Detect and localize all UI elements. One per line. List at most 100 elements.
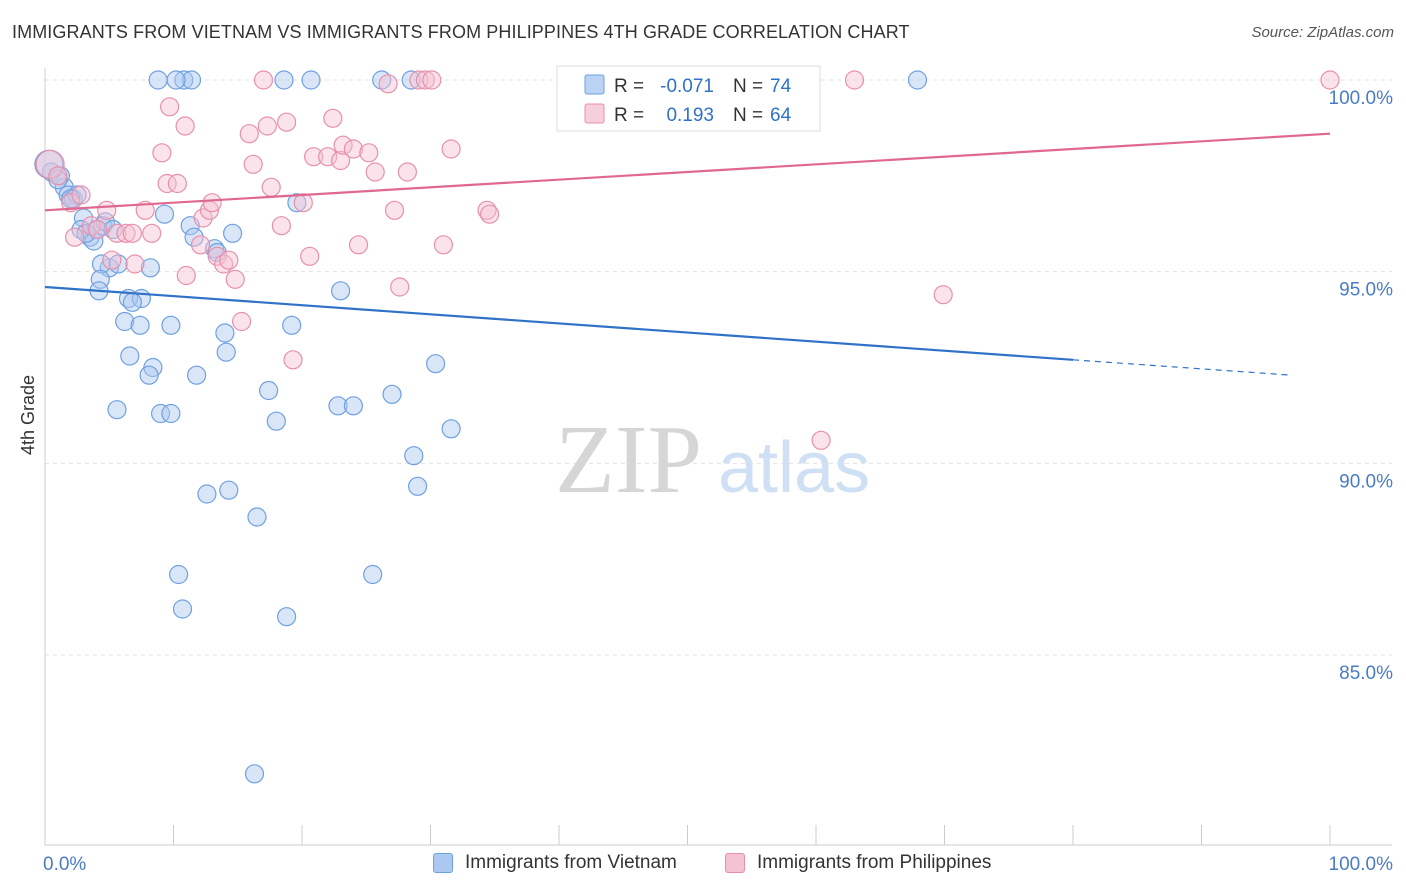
data-point-vietnam bbox=[84, 231, 104, 251]
watermark: ZIP atlas bbox=[555, 406, 870, 514]
data-point-philippines bbox=[378, 74, 398, 94]
stats-legend: R = -0.071 N = 74 R = 0.193 N = 64 bbox=[556, 65, 821, 132]
data-point-vietnam bbox=[148, 70, 168, 90]
data-point-philippines bbox=[135, 200, 155, 220]
data-point-philippines bbox=[844, 70, 865, 90]
data-point-philippines bbox=[1320, 70, 1340, 90]
data-point-philippines bbox=[343, 139, 363, 159]
data-point-philippines bbox=[253, 70, 274, 90]
data-point-philippines bbox=[397, 162, 417, 182]
data-point-vietnam bbox=[71, 219, 91, 240]
data-point-philippines bbox=[384, 200, 405, 220]
source-label: Source: ZipAtlas.com bbox=[1251, 24, 1394, 41]
data-point-philippines bbox=[175, 116, 195, 136]
chart-title: IMMIGRANTS FROM VIETNAM VS IMMIGRANTS FR… bbox=[12, 22, 910, 42]
series-name-vietnam: Immigrants from Vietnam bbox=[465, 852, 677, 873]
trend-line-vietnam bbox=[44, 285, 1074, 361]
data-point-philippines bbox=[232, 311, 252, 332]
data-point-vietnam bbox=[169, 564, 189, 585]
data-point-philippines bbox=[214, 254, 234, 274]
data-point-vietnam bbox=[343, 396, 363, 416]
series-legend: Immigrants from Vietnam Immigrants from … bbox=[0, 852, 1406, 878]
legend-r-value-philippines: 0.193 bbox=[666, 105, 714, 126]
data-point-vietnam bbox=[301, 70, 321, 90]
series-name-philippines: Immigrants from Philippines bbox=[757, 852, 992, 873]
legend-swatch-vietnam bbox=[584, 74, 605, 95]
data-point-vietnam bbox=[907, 70, 928, 90]
data-point-philippines bbox=[160, 97, 180, 117]
data-point-philippines bbox=[348, 235, 369, 255]
data-point-philippines bbox=[157, 173, 177, 194]
legend-n-value-philippines: 64 bbox=[770, 105, 792, 126]
data-point-vietnam bbox=[331, 281, 351, 301]
data-point-philippines bbox=[207, 246, 227, 266]
data-point-philippines bbox=[48, 166, 68, 186]
data-point-vietnam bbox=[266, 411, 286, 431]
data-point-vietnam bbox=[259, 380, 279, 401]
data-point-philippines bbox=[333, 135, 353, 155]
x-tick-label-min: 0.0% bbox=[43, 854, 86, 875]
series-legend-item-philippines: Immigrants from Philippines bbox=[725, 852, 991, 874]
data-point-philippines bbox=[61, 193, 81, 213]
watermark-zip: ZIP bbox=[555, 406, 702, 514]
data-point-philippines bbox=[293, 193, 313, 213]
series-swatch-philippines bbox=[725, 853, 745, 873]
data-point-philippines bbox=[277, 112, 297, 132]
data-point-philippines bbox=[142, 223, 162, 243]
data-point-philippines bbox=[480, 204, 500, 224]
legend-n-label-philippines: N = bbox=[733, 105, 763, 126]
data-point-philippines bbox=[365, 162, 385, 182]
data-point-vietnam bbox=[426, 354, 446, 374]
data-point-vietnam bbox=[215, 323, 235, 343]
data-point-philippines bbox=[433, 235, 453, 255]
data-point-vietnam bbox=[282, 315, 302, 335]
data-point-vietnam bbox=[166, 70, 186, 90]
legend-r-value-vietnam: -0.071 bbox=[660, 76, 714, 97]
data-point-vietnam bbox=[216, 342, 236, 362]
data-point-philippines bbox=[261, 177, 281, 197]
data-point-vietnam bbox=[277, 607, 297, 627]
data-point-vietnam bbox=[223, 223, 243, 243]
data-point-philippines bbox=[193, 208, 213, 228]
data-point-philippines bbox=[304, 147, 324, 167]
data-point-vietnam bbox=[408, 476, 428, 496]
data-point-philippines bbox=[390, 277, 410, 297]
series-legend-item-vietnam: Immigrants from Vietnam bbox=[433, 852, 677, 874]
data-point-vietnam bbox=[91, 254, 112, 274]
data-point-vietnam bbox=[197, 484, 217, 504]
data-point-philippines bbox=[359, 143, 379, 163]
tick-labels: 100.0% 95.0% 90.0% 85.0% 0.0% 100.0% bbox=[43, 88, 1393, 875]
data-point-vietnam bbox=[219, 480, 239, 500]
data-point-vietnam bbox=[172, 599, 193, 619]
data-point-philippines bbox=[243, 154, 263, 174]
data-point-philippines bbox=[88, 219, 108, 240]
data-point-vietnam bbox=[139, 365, 159, 385]
data-point-philippines bbox=[116, 223, 136, 243]
legend-n-value-vietnam: 74 bbox=[770, 76, 792, 97]
trend-line-vietnam-extension bbox=[1072, 359, 1292, 376]
data-point-vietnam bbox=[274, 70, 294, 90]
data-point-vietnam bbox=[187, 365, 207, 385]
data-point-philippines bbox=[441, 139, 461, 159]
data-point-vietnam bbox=[161, 315, 181, 335]
data-point-philippines bbox=[71, 185, 91, 205]
data-point-vietnam bbox=[382, 384, 402, 404]
data-point-vietnam bbox=[401, 70, 421, 90]
data-point-vietnam bbox=[404, 446, 424, 466]
axes bbox=[44, 68, 1392, 846]
series-swatch-vietnam bbox=[433, 853, 453, 873]
data-point-philippines bbox=[323, 108, 343, 128]
data-point-vietnam bbox=[328, 396, 348, 416]
data-point-vietnam bbox=[363, 564, 383, 585]
data-point-philippines bbox=[415, 70, 435, 90]
data-point-vietnam bbox=[151, 403, 171, 424]
data-point-philippines bbox=[102, 250, 122, 270]
data-point-philippines bbox=[219, 250, 239, 270]
x-tick-label-max: 100.0% bbox=[1329, 854, 1394, 875]
data-point-vietnam bbox=[441, 419, 461, 439]
y-tick-label: 90.0% bbox=[1339, 471, 1393, 492]
data-point-philippines bbox=[202, 193, 222, 213]
data-point-vietnam bbox=[122, 292, 142, 312]
data-point-vietnam bbox=[140, 258, 160, 278]
